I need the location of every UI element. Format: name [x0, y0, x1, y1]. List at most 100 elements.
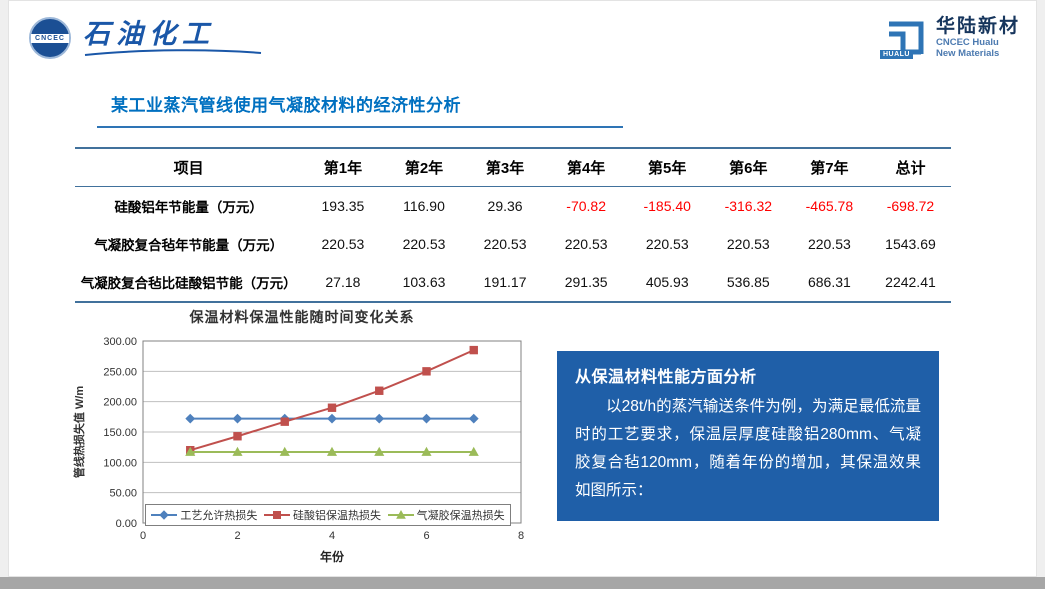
table-cell: -465.78	[805, 198, 854, 214]
analysis-info-box: 从保温材料性能方面分析 以28t/h的蒸汽输送条件为例，为满足最低流量时的工艺要…	[557, 351, 939, 521]
marker-triangle-icon	[468, 446, 479, 456]
table-cell: 405.93	[645, 274, 689, 290]
marker-diamond-icon	[374, 413, 385, 424]
table-cell: 220.53	[483, 236, 527, 252]
x-axis-title: 年份	[320, 549, 345, 564]
performance-chart: 保温材料保温性能随时间变化关系 0.00 50.00 100.00 150.00 200…	[67, 307, 537, 570]
table-cell: 220.53	[321, 236, 365, 252]
table-cell: -70.82	[566, 198, 606, 214]
marker-diamond-icon	[327, 413, 337, 424]
chart-body: 0.00 50.00 100.00 150.00 200.00 250.00 300.00 0…	[67, 333, 537, 570]
chart-legend: 工艺允许热损失 硅酸铝保温热损失 气凝胶保温热损失	[145, 504, 511, 526]
table-row: 硅酸铝年节能量（万元） 193.35 116.90 29.36 -70.82 -185.4…	[75, 187, 951, 226]
table-head: 项目 第1年 第2年 第3年 第4年 第5年 第6年 第7年 总计	[75, 148, 951, 187]
chart-series-1	[186, 345, 478, 455]
hualu-text: 华陆新材 CNCEC Hualu New Materials	[936, 16, 1020, 60]
table-cell: 103.63	[402, 274, 446, 290]
series-line	[189, 349, 475, 452]
marker-square-icon	[375, 386, 384, 395]
chart-svg: 0.00 50.00 100.00 150.00 200.00 250.00 300.00 0…	[72, 336, 524, 564]
table-row: 气凝胶复合毡比硅酸铝节能（万元） 27.18 103.63 191.17 291.35 4…	[75, 263, 951, 302]
x-tick-label: 4	[329, 530, 335, 542]
analysis-body: 以28t/h的蒸汽输送条件为例，为满足最低流量时的工艺要求，保温层厚度硅酸铝28…	[575, 398, 921, 499]
table-row-label: 硅酸铝年节能量（万元）	[114, 200, 263, 215]
x-tick-label: 2	[234, 530, 240, 542]
marker-triangle-icon	[279, 446, 290, 456]
table-cell: -698.72	[886, 198, 935, 214]
table-body: 硅酸铝年节能量（万元） 193.35 116.90 29.36 -70.82 -185.4…	[75, 187, 951, 302]
header-right-logo: HUALU 华陆新材 CNCEC Hualu New Materials	[879, 15, 1020, 61]
marker-triangle-icon	[232, 446, 243, 456]
table-cell: 686.31	[807, 274, 851, 290]
table-header-cell: 第7年	[810, 160, 849, 177]
legend-marker-icon	[263, 511, 290, 519]
hualu-sub2: New Materials	[935, 47, 1000, 59]
table-header-cell: 第5年	[648, 160, 687, 177]
table-header-cell: 第2年	[404, 160, 444, 177]
table-header-cell: 项目	[173, 160, 204, 177]
legend-label: 气凝胶保温热损失	[416, 510, 505, 522]
marker-square-icon	[327, 403, 337, 412]
table-cell: 193.35	[321, 198, 365, 214]
marker-triangle-icon	[421, 446, 432, 456]
marker-square-icon	[272, 511, 281, 519]
x-tick-label: 8	[518, 530, 524, 542]
marker-square-icon	[233, 432, 242, 441]
table-row: 气凝胶复合毡年节能量（万元） 220.53 220.53 220.53 220.53 22…	[75, 225, 951, 263]
table-cell: 29.36	[487, 198, 523, 214]
marker-square-icon	[422, 367, 431, 376]
y-tick-label: 50.00	[109, 488, 137, 500]
legend-marker-icon	[387, 509, 414, 519]
table-row-label: 气凝胶复合毡年节能量（万元）	[94, 238, 284, 253]
table-cell: 2242.41	[885, 274, 936, 290]
cncec-logo-icon: CNCEC	[29, 17, 71, 59]
table-cell: 220.53	[645, 236, 689, 252]
header-left-logo: CNCEC 石油化工	[29, 17, 263, 59]
table-cell: 116.90	[403, 198, 445, 214]
table-cell: 191.17	[483, 274, 527, 290]
table-cell: 27.18	[325, 274, 361, 290]
chart-series-0	[185, 413, 479, 424]
hualu-logo-icon: HUALU	[879, 15, 928, 61]
x-tick-label: 0	[140, 530, 146, 542]
legend-item: 硅酸铝保温热损失	[263, 507, 381, 523]
brand-text: 石油化工	[83, 19, 215, 50]
hualu-sub1: CNCEC Hualu	[935, 37, 999, 48]
chart-title: 保温材料保温性能随时间变化关系	[189, 309, 415, 325]
y-tick-label: 150.00	[103, 427, 137, 439]
legend-item: 工艺允许热损失	[151, 507, 257, 523]
brand-underline-swoosh	[84, 49, 262, 56]
x-tick-label: 6	[423, 530, 429, 542]
table-header-cell: 总计	[895, 160, 926, 177]
marker-triangle-icon	[185, 446, 196, 456]
legend-label: 工艺允许热损失	[180, 510, 258, 522]
brand: 石油化工	[83, 19, 263, 56]
table-header-cell: 第4年	[566, 160, 606, 177]
analysis-title: 从保温材料性能方面分析	[575, 369, 757, 386]
marker-triangle-icon	[374, 446, 385, 456]
table-cell: 220.53	[807, 236, 851, 252]
marker-diamond-icon	[159, 510, 170, 520]
table-header-cell: 第6年	[729, 160, 768, 177]
y-axis-title: 管线热损失值 W/m	[72, 386, 86, 478]
hualu-name: 华陆新材	[935, 16, 1020, 38]
economics-table: 项目 第1年 第2年 第3年 第4年 第5年 第6年 第7年 总计 硅酸铝年节能量（万元） 193…	[75, 147, 951, 303]
legend-marker-icon	[151, 510, 178, 520]
slide: CNCEC 石油化工 HUALU 华陆新材 CNCEC Hualu New	[8, 0, 1037, 577]
table-cell: 291.35	[564, 274, 608, 290]
table-cell: 220.53	[402, 236, 446, 252]
marker-diamond-icon	[468, 413, 479, 424]
marker-triangle-icon	[326, 446, 338, 456]
legend-label: 硅酸铝保温热损失	[292, 510, 381, 522]
cncec-logo-text: CNCEC	[31, 33, 69, 43]
table-header-row: 项目 第1年 第2年 第3年 第4年 第5年 第6年 第7年 总计	[75, 148, 951, 187]
marker-triangle-icon	[395, 509, 406, 519]
table-cell: -185.40	[643, 198, 691, 214]
table-header-cell: 第3年	[485, 160, 525, 177]
table-header-cell: 第1年	[323, 160, 363, 177]
marker-diamond-icon	[185, 413, 196, 424]
table-cell: 1543.69	[885, 236, 936, 252]
hualu-badge: HUALU	[879, 50, 913, 59]
bottom-bar	[0, 577, 1045, 589]
